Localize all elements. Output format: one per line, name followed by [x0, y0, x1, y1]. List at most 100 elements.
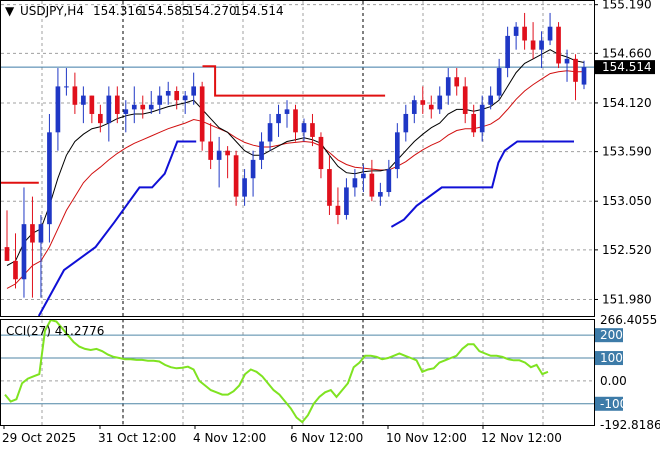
candle-body: [157, 95, 163, 105]
time-tick-label: 4 Nov 12:00: [193, 431, 266, 445]
cci-panel: [1, 318, 594, 424]
candle-body: [13, 260, 18, 280]
gridlines: [1, 1, 594, 425]
candle-body: [72, 86, 78, 105]
candle-body: [98, 113, 103, 124]
candle-body: [411, 100, 417, 114]
candle-body: [174, 91, 180, 101]
price-tick-label: 155.190: [602, 0, 652, 12]
price-tick-label: 153.590: [602, 145, 652, 159]
time-tick-label: 12 Nov 12:00: [481, 431, 562, 445]
candle-body: [191, 86, 197, 96]
candle-body: [344, 187, 349, 215]
price-tag-box: [595, 60, 655, 75]
cci-level-tag: [595, 328, 623, 343]
blue-stop-line: [390, 140, 574, 228]
candle-body: [547, 26, 553, 41]
cci-line: [4, 318, 549, 424]
candle-body: [386, 169, 392, 193]
cci-title: CCI(27) 41.2776: [6, 324, 104, 338]
candle-body: [106, 95, 112, 124]
candle-body: [462, 86, 468, 114]
candle-body: [30, 224, 35, 243]
time-tick-label: 6 Nov 12:00: [290, 431, 363, 445]
price-panel: [1, 12, 594, 317]
candle-body: [131, 104, 137, 110]
candle-body: [403, 113, 409, 133]
candle-body: [165, 91, 171, 96]
candle-body: [284, 109, 290, 114]
ohlc-high: 154.585: [140, 4, 190, 18]
candle-body: [4, 247, 10, 261]
candle-body: [114, 95, 120, 114]
candle-body: [420, 100, 426, 105]
candle-body: [513, 26, 519, 36]
candle-body: [64, 86, 69, 88]
candle-body: [394, 132, 400, 170]
price-panel-frame: [0, 0, 595, 317]
price-tick-label: 154.660: [602, 46, 652, 60]
candle-body: [564, 58, 570, 64]
candle-body: [327, 169, 332, 206]
candle-body: [293, 109, 298, 133]
candle-body: [522, 26, 527, 41]
candle-body: [361, 173, 366, 179]
candle-body: [454, 77, 460, 87]
dropdown-triangle-icon[interactable]: ▼: [5, 4, 15, 18]
red-stop-line: [202, 65, 386, 97]
candle-body: [38, 224, 44, 243]
price-tag-label: 154.514: [602, 60, 652, 74]
ohlc-low: 154.270: [187, 4, 237, 18]
cci-level-tag: [595, 351, 623, 366]
cci-level-label: -100: [600, 397, 627, 411]
cci-tick-label: 0.00: [600, 374, 627, 388]
candle-body: [242, 178, 247, 197]
candle-body: [310, 123, 315, 137]
candle-body: [530, 40, 536, 50]
candle-body: [581, 67, 587, 85]
candle-body: [479, 104, 485, 133]
candle-body: [47, 132, 52, 225]
panel-frames: [0, 0, 595, 426]
candle-body: [428, 104, 434, 110]
candle-body: [556, 26, 561, 64]
candle-body: [505, 35, 510, 69]
candle-body: [335, 205, 341, 215]
cci-level-tag: [595, 396, 623, 411]
cci-tick-label: -192.8186: [600, 418, 660, 432]
candle-body: [496, 68, 502, 96]
candle-body: [276, 113, 281, 124]
candle-body: [267, 123, 273, 142]
candle-body: [55, 86, 61, 133]
candle-body: [352, 178, 358, 188]
candle-body: [445, 77, 451, 96]
candle-body: [539, 40, 544, 50]
candle-body: [21, 224, 27, 280]
price-tick-label: 152.520: [602, 243, 652, 257]
price-tick-label: 154.120: [602, 96, 652, 110]
candle-body: [573, 58, 578, 82]
ohlc-close: 154.514: [234, 4, 284, 18]
candle-body: [318, 136, 324, 170]
blue-stop-line: [37, 140, 197, 317]
cci-panel-frame: [0, 319, 595, 426]
symbol-timeframe: USDJPY,H4: [20, 4, 84, 18]
candle-body: [225, 150, 230, 156]
candle-body: [233, 155, 239, 197]
candle-body: [208, 141, 213, 160]
candle-body: [471, 113, 477, 133]
candle-body: [259, 141, 264, 160]
candle-body: [378, 192, 383, 197]
slow-moving-average: [6, 70, 584, 289]
candle-body: [148, 104, 154, 110]
candle-body: [123, 109, 129, 114]
candle-body: [89, 95, 95, 114]
cci-tick-label: 266.4055: [600, 313, 657, 327]
candle-body: [199, 86, 205, 142]
time-tick-label: 31 Oct 12:00: [98, 431, 176, 445]
price-tick-label: 151.980: [602, 292, 652, 306]
ohlc-open: 154.316: [93, 4, 143, 18]
